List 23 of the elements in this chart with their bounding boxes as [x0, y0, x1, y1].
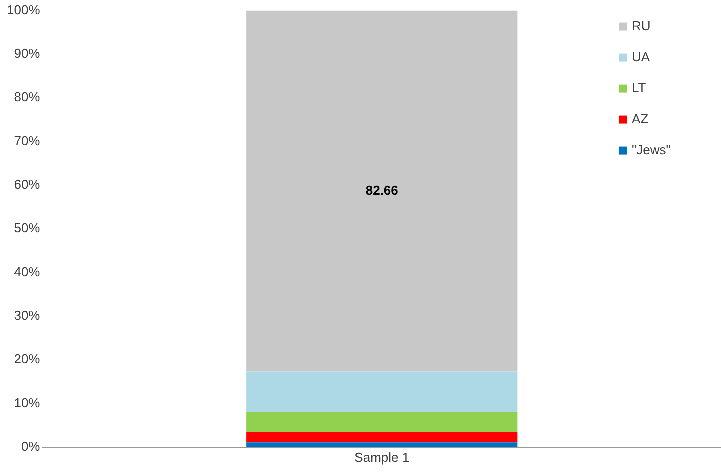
legend-label: "Jews" [632, 142, 672, 158]
x-tick-label: Sample 1 [354, 450, 410, 465]
legend-label: UA [632, 49, 650, 64]
bar [246, 372, 518, 412]
y-tick-label: 100% [7, 2, 41, 18]
legend-label: LT [632, 80, 646, 96]
y-tick-label: 40% [14, 264, 41, 280]
y-tick-label: 0% [21, 438, 41, 454]
legend-label: RU [632, 18, 651, 34]
bar [246, 442, 518, 448]
bar [246, 412, 518, 432]
bar [246, 432, 518, 443]
y-tick-label: 70% [14, 133, 41, 148]
y-tick-label: 20% [14, 352, 41, 367]
legend-label: AZ [632, 111, 649, 126]
y-tick-label: 50% [14, 220, 41, 236]
bar [246, 10, 518, 372]
y-tick-label: 90% [14, 46, 41, 62]
data-label: 82.66 [366, 182, 398, 198]
y-tick-label: 80% [14, 90, 41, 105]
y-tick-label: 10% [14, 395, 41, 410]
y-tick-label: 60% [14, 177, 41, 192]
y-tick-label: 30% [14, 308, 41, 323]
